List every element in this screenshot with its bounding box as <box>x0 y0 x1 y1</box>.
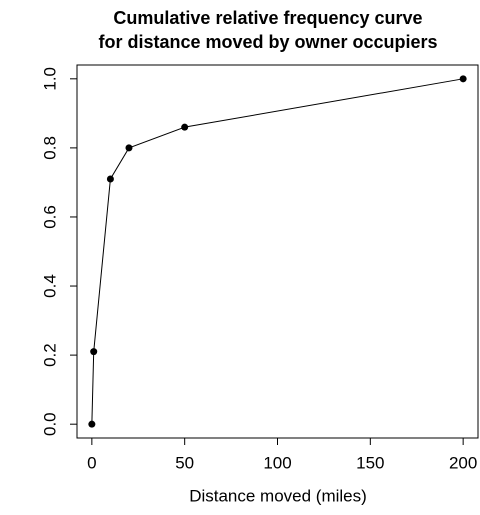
y-tick-label: 0.4 <box>40 274 59 298</box>
y-tick-label: 0.2 <box>40 343 59 367</box>
chart-title: for distance moved by owner occupiers <box>98 32 437 52</box>
data-point <box>181 123 189 131</box>
data-point <box>125 144 133 152</box>
y-tick-label: 1.0 <box>40 67 59 91</box>
data-point <box>90 348 98 356</box>
plot-frame <box>76 64 479 439</box>
y-tick-label: 0.6 <box>40 205 59 229</box>
data-point <box>106 175 114 183</box>
x-tick-label: 100 <box>263 453 291 472</box>
x-tick-label: 0 <box>87 453 96 472</box>
x-tick-label: 50 <box>175 453 194 472</box>
chart-title: Cumulative relative frequency curve <box>113 8 422 28</box>
y-tick-label: 0.0 <box>40 412 59 436</box>
x-axis-label: Distance moved (miles) <box>189 486 367 505</box>
x-tick-label: 150 <box>356 453 384 472</box>
data-point <box>88 420 96 428</box>
x-tick-label: 200 <box>449 453 477 472</box>
y-tick-label: 0.8 <box>40 136 59 160</box>
data-line <box>91 78 464 425</box>
data-point <box>459 75 467 83</box>
